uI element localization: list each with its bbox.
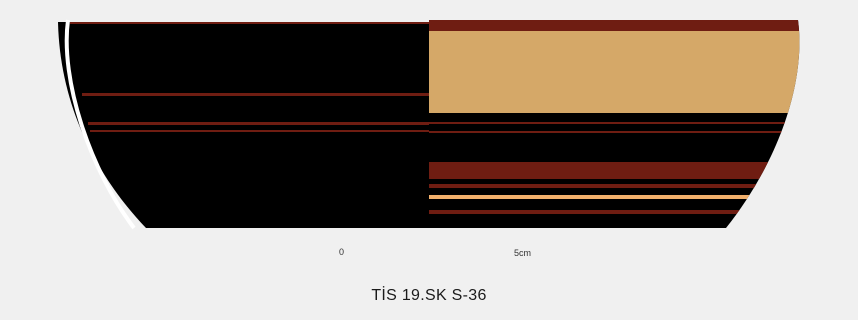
band-red-wide <box>429 162 809 179</box>
scale-label-five: 5cm <box>514 249 531 258</box>
section-line <box>70 22 429 24</box>
section-line <box>82 93 429 96</box>
band-line <box>429 131 809 133</box>
band-buff <box>429 31 809 113</box>
section-line <box>90 130 429 132</box>
band-rim <box>429 20 809 31</box>
band-line <box>429 210 809 214</box>
section-line <box>88 122 429 125</box>
drawing-caption: TİS 19.SK S-36 <box>0 287 858 305</box>
band-light <box>429 195 809 199</box>
band-line <box>429 122 809 124</box>
scale-label-zero: 0 <box>339 248 344 257</box>
vessel-profile-svg <box>0 0 858 240</box>
band-line <box>429 184 809 188</box>
